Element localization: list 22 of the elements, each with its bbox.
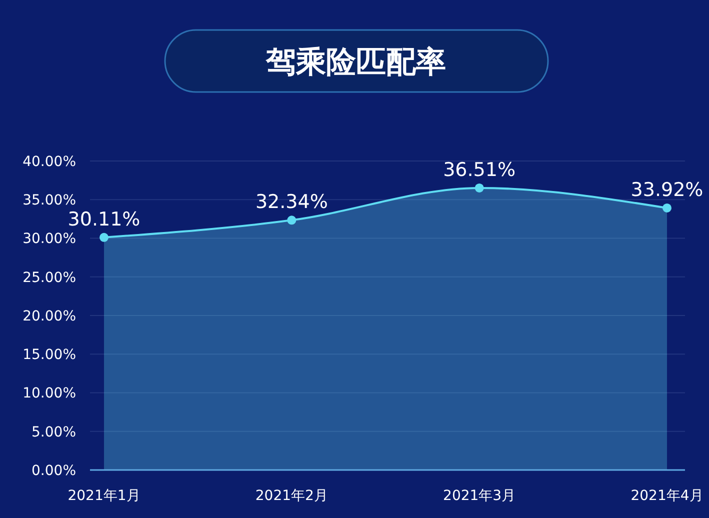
y-tick-label: 30.00% — [22, 231, 76, 248]
y-tick-label: 15.00% — [22, 347, 76, 364]
data-label: 30.11% — [68, 208, 140, 230]
data-label: 33.92% — [630, 178, 704, 201]
x-tick-label: 2021年4月 — [630, 488, 704, 504]
x-tick-label: 2021年2月 — [255, 488, 328, 504]
data-label: 36.51% — [443, 158, 516, 181]
y-tick-label: 5.00% — [32, 424, 76, 440]
y-tick-label: 0.00% — [32, 462, 76, 479]
data-label: 32.34% — [255, 191, 328, 214]
y-tick-label: 25.00% — [22, 270, 76, 286]
y-tick-label: 10.00% — [22, 386, 76, 402]
y-tick-label: 20.00% — [22, 308, 76, 324]
point — [100, 232, 108, 242]
point — [474, 183, 484, 192]
chart-title: 驾乘险匹配率 — [265, 45, 446, 80]
x-tick-label: 2021年3月 — [443, 488, 516, 504]
y-tick-label: 35.00% — [22, 192, 76, 209]
point — [287, 216, 296, 225]
x-tick-label: 2021年1月 — [68, 488, 140, 504]
point — [662, 203, 672, 212]
y-tick-label: 40.00% — [22, 154, 76, 170]
